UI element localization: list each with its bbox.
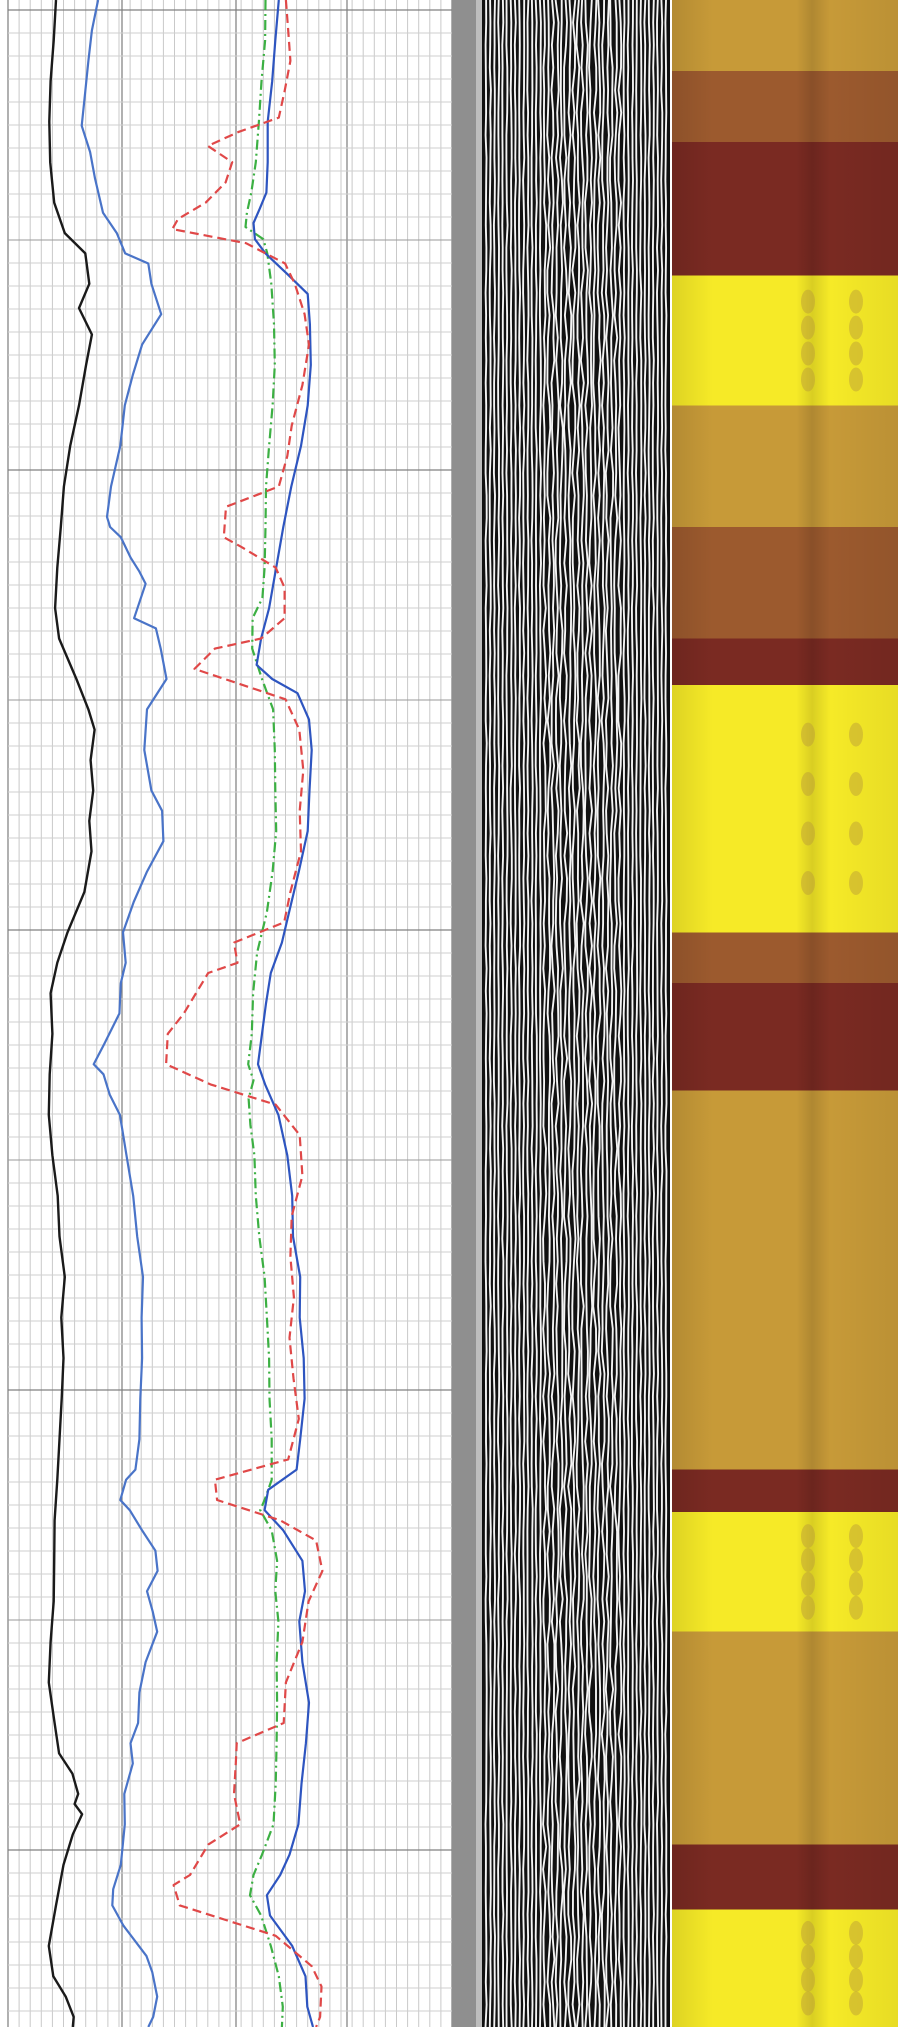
color-track-spot <box>801 315 815 340</box>
image-stripe <box>600 0 606 2027</box>
image-stripe <box>522 0 526 2027</box>
image-stripe <box>505 0 509 2027</box>
image-stripe <box>501 0 505 2027</box>
image-stripe <box>622 0 626 2027</box>
image-stripe <box>635 0 639 2027</box>
track-separator-edge <box>476 0 482 2027</box>
color-track-spot <box>849 1944 863 1969</box>
image-stripe <box>609 0 615 2027</box>
color-track-spot <box>849 821 863 846</box>
image-stripe <box>575 0 581 2027</box>
image-stripe <box>613 0 619 2027</box>
color-track-spot <box>801 722 815 747</box>
image-stripe <box>626 0 630 2027</box>
color-track-spot <box>801 772 815 796</box>
color-track-spot <box>801 1991 815 2016</box>
image-stripe <box>592 0 598 2027</box>
color-track-spot <box>849 1524 863 1549</box>
color-track-spot <box>849 1991 863 2016</box>
color-track-spot <box>801 1920 815 1945</box>
image-stripe <box>617 0 623 2027</box>
image-stripe <box>542 0 548 2027</box>
color-track-spot <box>801 1571 815 1596</box>
image-stripe <box>534 0 538 2027</box>
image-stripe <box>571 0 577 2027</box>
log-curve-4 <box>252 0 315 2027</box>
color-track-spot <box>801 1595 815 1620</box>
image-stripe <box>484 0 488 2027</box>
curve-track-grid <box>7 0 453 2027</box>
image-stripe <box>651 0 655 2027</box>
color-track-spot <box>849 1595 863 1620</box>
image-stripe <box>579 0 585 2027</box>
color-track-spots <box>801 289 863 2016</box>
color-track-spot <box>801 367 815 392</box>
color-track-spot <box>849 1920 863 1945</box>
image-stripe <box>647 0 651 2027</box>
image-stripe <box>546 0 552 2027</box>
image-stripe <box>513 0 517 2027</box>
curve-track-curves <box>47 0 324 2027</box>
image-stripe <box>588 0 594 2027</box>
color-track-spot <box>849 772 863 796</box>
image-stripe <box>509 0 513 2027</box>
track-separator <box>452 0 476 2027</box>
image-stripe <box>664 0 668 2027</box>
color-track-spot <box>849 341 863 366</box>
color-track-spot <box>801 289 815 314</box>
image-track-stripes <box>484 0 668 2027</box>
image-stripe <box>567 0 573 2027</box>
color-track-spot <box>849 315 863 340</box>
color-track-spot <box>801 871 815 895</box>
log-curve-3 <box>244 0 284 2027</box>
image-track-background <box>482 0 670 2027</box>
color-track-spot <box>849 1548 863 1572</box>
log-curve-5 <box>165 0 324 2027</box>
image-stripe <box>583 0 589 2027</box>
image-stripe <box>639 0 643 2027</box>
image-stripe <box>562 0 569 2027</box>
image-stripe <box>538 0 542 2027</box>
color-track-spot <box>801 821 815 846</box>
color-track-spot <box>849 1968 863 1992</box>
log-curve-1 <box>47 0 96 2027</box>
image-stripe <box>492 0 496 2027</box>
color-track-spot <box>849 722 863 747</box>
image-stripe <box>596 0 602 2027</box>
image-stripe <box>526 0 530 2027</box>
color-track-spot <box>801 1524 815 1549</box>
image-stripe <box>497 0 501 2027</box>
image-stripe <box>558 0 564 2027</box>
image-stripe <box>656 0 660 2027</box>
image-stripe <box>530 0 534 2027</box>
color-track-spot <box>801 341 815 366</box>
image-stripe <box>550 0 556 2027</box>
image-stripe <box>518 0 522 2027</box>
image-stripe <box>630 0 635 2027</box>
image-stripe <box>660 0 664 2027</box>
image-stripe <box>488 0 492 2027</box>
image-stripe <box>643 0 647 2027</box>
color-track-spot <box>849 1571 863 1596</box>
color-track-spot <box>801 1944 815 1969</box>
color-track-spot <box>801 1548 815 1572</box>
image-stripe <box>604 0 610 2027</box>
color-track-spot <box>849 871 863 895</box>
color-track-vignette <box>672 0 898 2027</box>
log-curve-2 <box>80 0 168 2027</box>
color-track-spot <box>849 367 863 392</box>
color-track-spot <box>801 1968 815 1992</box>
color-track-spot <box>849 289 863 314</box>
image-stripe <box>554 0 560 2027</box>
